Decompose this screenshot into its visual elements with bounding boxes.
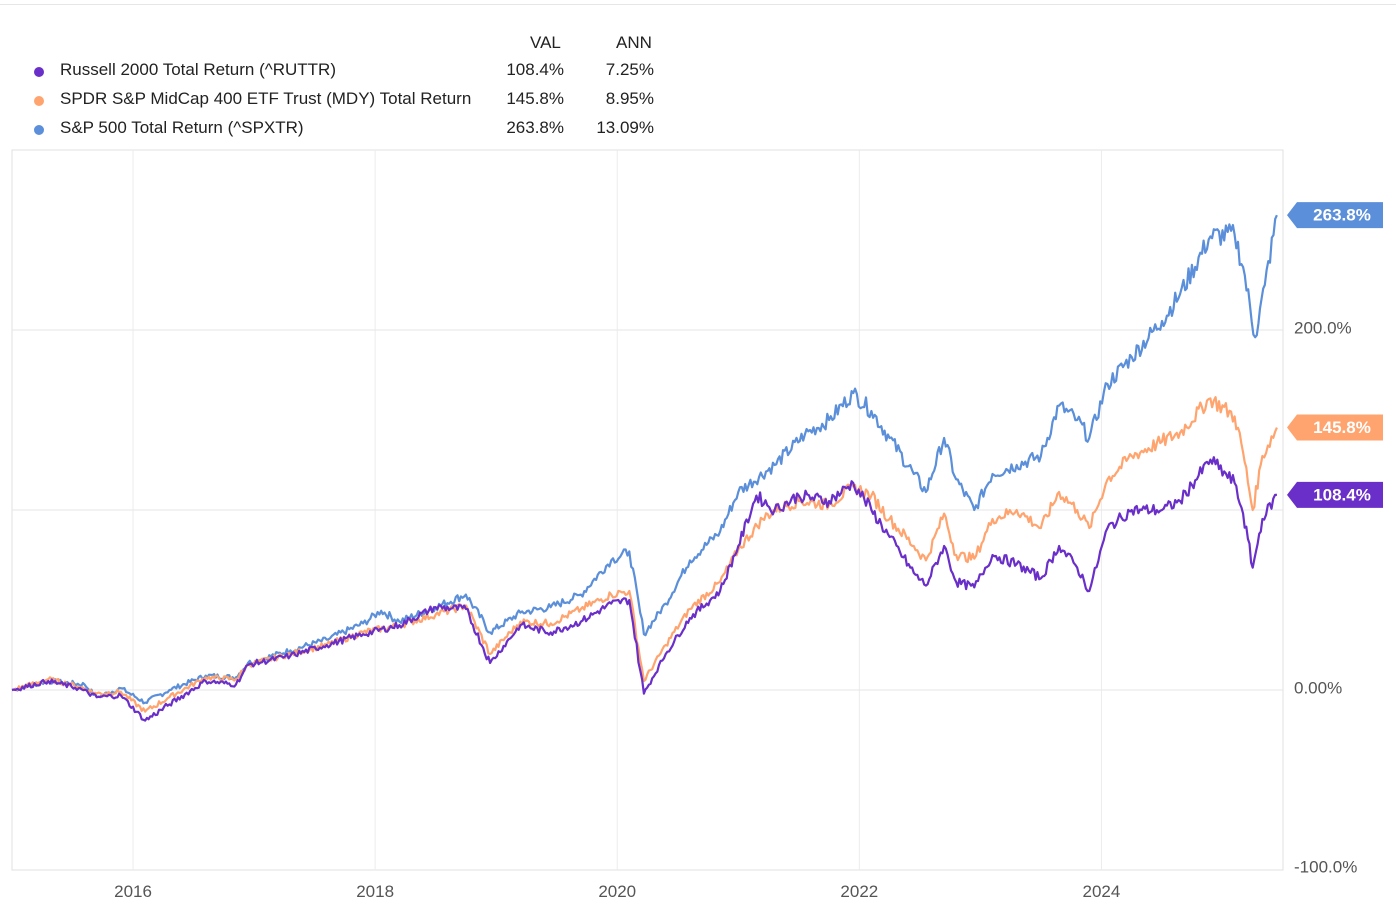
legend-series-ann: 8.95%	[605, 89, 654, 108]
legend-series-name: Russell 2000 Total Return (^RUTTR)	[60, 60, 336, 79]
x-tick-label: 2016	[114, 882, 152, 901]
x-tick-label: 2020	[598, 882, 636, 901]
end-value-label: 108.4%	[1313, 485, 1371, 504]
legend-header-ann: ANN	[616, 33, 652, 52]
legend-header-val: VAL	[530, 33, 561, 52]
x-tick-label: 2018	[356, 882, 394, 901]
end-value-tag	[1287, 414, 1383, 441]
series-dot-icon	[34, 67, 44, 77]
legend-row-mdy[interactable]: SPDR S&P MidCap 400 ETF Trust (MDY) Tota…	[0, 87, 700, 111]
series-line	[11, 396, 1278, 713]
chart-legend: VAL ANN Russell 2000 Total Return (^RUTT…	[0, 0, 700, 150]
x-tick-label: 2024	[1083, 882, 1121, 901]
end-value-tag	[1287, 202, 1383, 229]
legend-series-val: 263.8%	[506, 118, 564, 137]
end-value-label: 263.8%	[1313, 206, 1371, 225]
legend-series-ann: 7.25%	[605, 60, 654, 79]
series-line	[11, 214, 1278, 705]
y-tick-label: 200.0%	[1294, 318, 1352, 337]
legend-series-val: 145.8%	[506, 89, 564, 108]
y-tick-label: 0.00%	[1294, 678, 1342, 697]
series-line	[11, 456, 1277, 722]
legend-series-ann: 13.09%	[596, 118, 654, 137]
legend-series-name: SPDR S&P MidCap 400 ETF Trust (MDY) Tota…	[60, 89, 472, 108]
legend-row-sp500[interactable]: S&P 500 Total Return (^SPXTR) 263.8% 13.…	[0, 116, 700, 140]
legend-row-russell[interactable]: Russell 2000 Total Return (^RUTTR) 108.4…	[0, 58, 700, 82]
legend-series-name: S&P 500 Total Return (^SPXTR)	[60, 118, 304, 137]
x-tick-label: 2022	[840, 882, 878, 901]
top-divider	[0, 4, 1396, 5]
series-dot-icon	[34, 125, 44, 135]
end-value-label: 145.8%	[1313, 418, 1371, 437]
y-tick-label: -100.0%	[1294, 857, 1357, 876]
series-dot-icon	[34, 96, 44, 106]
end-value-tag	[1287, 481, 1383, 508]
legend-series-val: 108.4%	[506, 60, 564, 79]
